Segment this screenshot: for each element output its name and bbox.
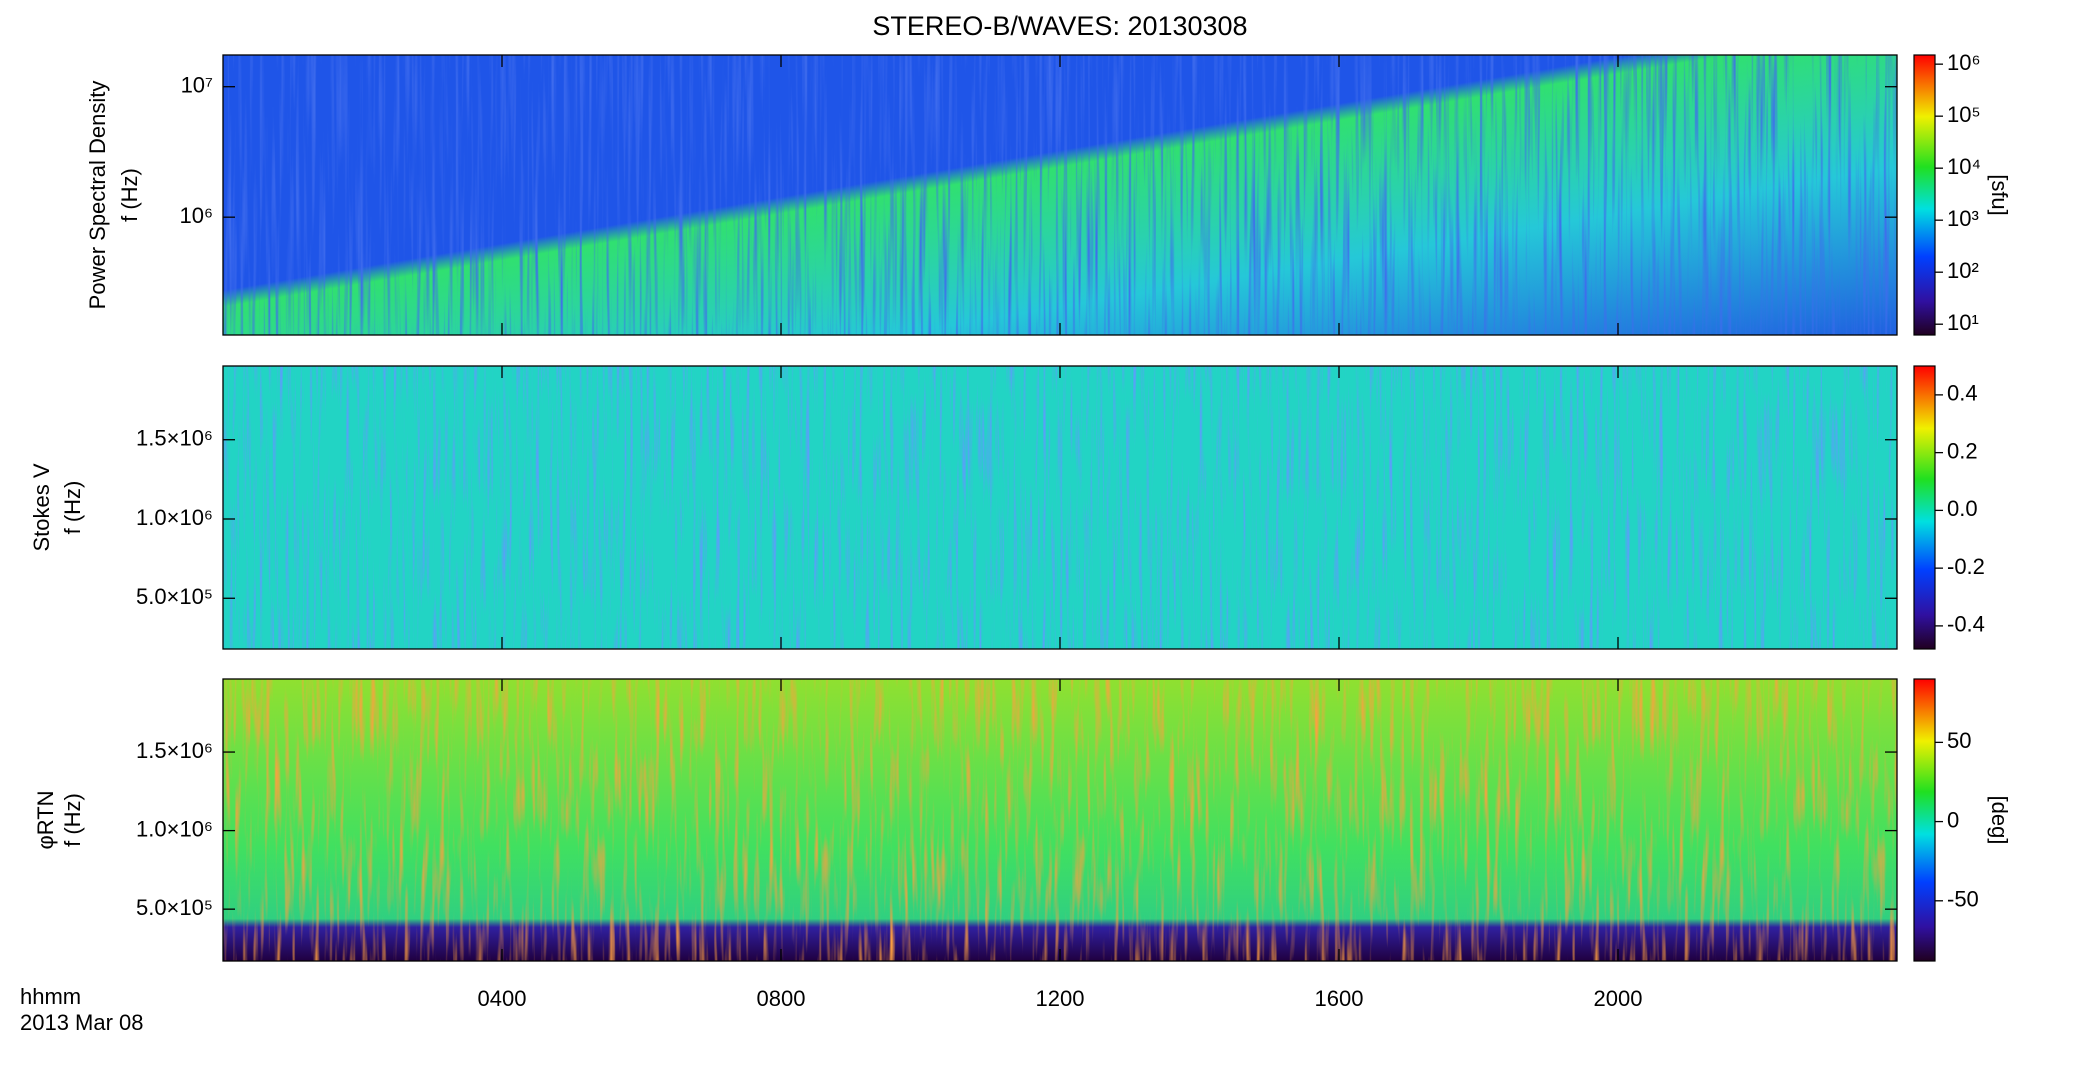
spectrogram-texture (223, 679, 1897, 961)
colorbar (1913, 365, 1936, 650)
y-tick-label: 10⁶ (179, 203, 213, 228)
y-axis-label: Stokes V (29, 463, 54, 551)
x-tick-label: 0800 (757, 986, 806, 1011)
colorbar-label: [deg] (1987, 796, 2012, 845)
colorbar-tick-label: -0.4 (1947, 612, 1985, 637)
x-tick-label: 1200 (1036, 986, 1085, 1011)
y-tick-label: 10⁷ (181, 73, 213, 98)
x-tick-label: 0400 (478, 986, 527, 1011)
colorbar-tick-label: 10⁵ (1947, 102, 1981, 127)
colorbar-tick-label: 50 (1947, 728, 1971, 753)
colorbar-tick-label: 10³ (1947, 206, 1979, 231)
y-axis-label: φRTN (33, 790, 58, 849)
y-tick-label: 1.5×10⁶ (136, 426, 213, 451)
colorbar-tick-label: 0.2 (1947, 438, 1978, 463)
spectrogram-texture (223, 55, 1897, 335)
colorbar-tick-label: 0.0 (1947, 496, 1978, 521)
y-tick-label: 5.0×10⁵ (136, 895, 213, 920)
date-label: 2013 Mar 08 (20, 1010, 144, 1035)
y-tick-label: 1.0×10⁶ (136, 816, 213, 841)
colorbar-tick-label: 0.4 (1947, 381, 1978, 406)
y-axis-label: Power Spectral Density (85, 81, 110, 310)
colorbar-tick-label: 10⁴ (1947, 154, 1981, 179)
colorbar-tick-label: -0.2 (1947, 554, 1985, 579)
colorbar-tick-label: 10² (1947, 258, 1979, 283)
colorbar (1913, 54, 1936, 336)
colorbar-tick-label: 10⁶ (1947, 50, 1981, 75)
y-axis-label: f (Hz) (60, 481, 85, 535)
chart-title: STEREO-B/WAVES: 20130308 (872, 11, 1247, 41)
x-tick-label: 2000 (1594, 986, 1643, 1011)
colorbar (1913, 678, 1936, 962)
x-tick-label: 1600 (1315, 986, 1364, 1011)
colorbar-tick-label: 10¹ (1947, 310, 1979, 335)
colorbar-label: [sfu] (1987, 174, 2012, 216)
colorbar-tick-label: -50 (1947, 887, 1979, 912)
y-tick-label: 1.0×10⁶ (136, 505, 213, 530)
colorbar-tick-label: 0 (1947, 807, 1959, 832)
spectrogram-texture (223, 366, 1897, 649)
y-tick-label: 5.0×10⁵ (136, 584, 213, 609)
y-tick-label: 1.5×10⁶ (136, 738, 213, 763)
y-axis-label: f (Hz) (60, 793, 85, 847)
x-axis-label: hhmm (20, 984, 81, 1009)
y-axis-label: f (Hz) (117, 168, 142, 222)
